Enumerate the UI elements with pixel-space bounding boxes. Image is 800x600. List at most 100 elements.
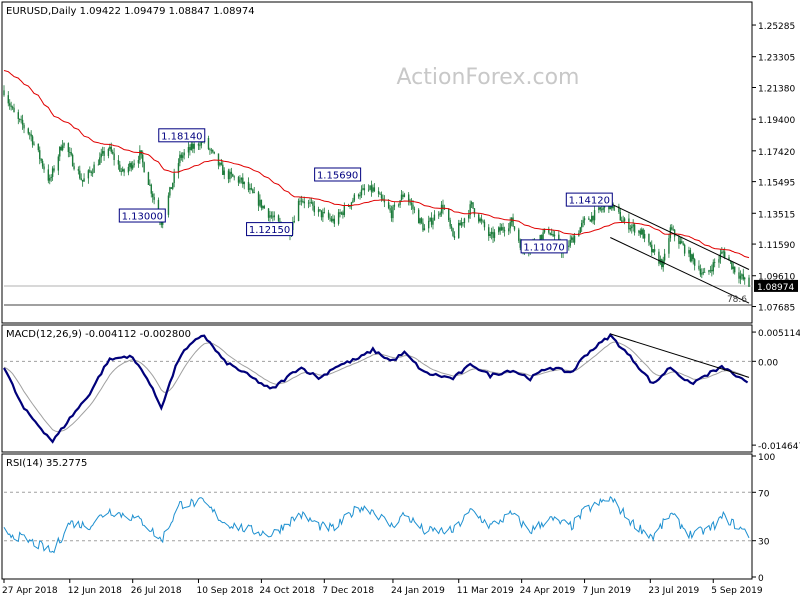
candle-body — [734, 266, 736, 273]
candle-body — [187, 147, 190, 153]
candle-body — [549, 232, 551, 235]
candle-body — [619, 211, 622, 221]
candle-body — [209, 149, 211, 150]
candle-body — [472, 202, 474, 209]
candle-body — [310, 202, 313, 203]
candle-body — [302, 201, 304, 202]
candle-body — [721, 251, 723, 254]
candle-body — [212, 149, 214, 152]
candle-body — [387, 202, 390, 209]
candle-body — [7, 95, 9, 104]
candle-body — [222, 164, 224, 175]
candle-body — [513, 226, 516, 230]
candle-body — [643, 233, 646, 239]
candle-body — [480, 218, 483, 221]
candle-body — [339, 212, 341, 214]
candle-body — [438, 214, 440, 216]
candle-body — [613, 205, 616, 207]
candle-body — [612, 205, 614, 209]
candle-body — [641, 229, 643, 235]
candle-body — [101, 151, 104, 154]
fib-level-label: 78.6 — [727, 295, 747, 305]
candle-body — [31, 136, 34, 145]
candle-body — [363, 188, 366, 191]
candle-body — [169, 187, 171, 196]
candle-body — [180, 154, 183, 158]
candle-body — [50, 176, 52, 179]
x-axis: 27 Apr 2018 12 Jun 2018 26 Jul 2018 10 Sep … — [2, 579, 763, 596]
candle-body — [601, 209, 603, 211]
candle-body — [347, 206, 350, 207]
candle-body — [731, 261, 733, 269]
candle-body — [722, 251, 724, 253]
macd-panel-frame — [1, 324, 753, 453]
candle-body — [320, 210, 323, 218]
candle-body — [420, 218, 423, 223]
candle-body — [259, 199, 261, 206]
candle-body — [317, 209, 320, 213]
candle-body — [709, 269, 712, 271]
candle-body — [210, 149, 213, 151]
candle-body — [100, 153, 102, 158]
candle-body — [739, 275, 742, 279]
candle-body — [240, 177, 243, 180]
candle-body — [450, 226, 453, 229]
candle-body — [570, 237, 573, 240]
candle-body — [518, 229, 520, 241]
candle-body — [27, 128, 30, 134]
macd-main-line — [3, 332, 749, 444]
candle-body — [462, 222, 464, 224]
candle-body — [663, 253, 666, 261]
annotation-box — [520, 239, 568, 254]
candle-body — [558, 234, 560, 242]
candle-body — [207, 138, 210, 150]
x-tick-label: 10 Sep 2018 — [196, 586, 253, 596]
x-tick-label: 27 Apr 2018 — [2, 586, 58, 596]
candle-body — [582, 220, 584, 224]
candle-body — [602, 207, 604, 210]
candle-body — [593, 210, 596, 221]
candle-body — [121, 169, 124, 172]
rsi-y-axis: 100 70 30 0 — [752, 453, 775, 584]
candle-body — [81, 179, 84, 182]
candle-body — [99, 157, 101, 165]
candle-body — [458, 222, 460, 239]
candle-body — [413, 208, 416, 210]
candle-body — [591, 215, 593, 222]
candle-body — [91, 172, 94, 174]
candle-body — [142, 154, 144, 163]
candle-body — [503, 229, 506, 232]
candle-body — [167, 195, 170, 215]
candle-body — [492, 231, 494, 238]
candle-body — [648, 233, 650, 243]
candle-body — [638, 230, 640, 233]
candle-body — [548, 228, 550, 233]
macd-tick-label: 0.005114 — [758, 329, 800, 339]
candle-body — [350, 202, 353, 207]
candle-body — [519, 240, 521, 248]
candle-body — [219, 162, 221, 166]
candle-body — [143, 162, 145, 173]
candle-body — [327, 212, 330, 218]
candle-body — [639, 230, 642, 235]
candle-body — [442, 204, 444, 209]
candle-body — [297, 200, 300, 222]
candle-body — [459, 222, 461, 226]
candle-body — [337, 212, 340, 224]
candle-body — [149, 184, 151, 186]
candle-body — [483, 221, 486, 228]
candle-body — [490, 231, 493, 235]
candle-body — [572, 237, 574, 243]
candle-body — [93, 164, 95, 173]
rsi-panel-title: RSI(14) 35.2775 — [6, 458, 87, 469]
candle-body — [688, 250, 690, 254]
candle-body — [432, 220, 434, 225]
candle-body — [417, 209, 420, 224]
candle-body — [272, 216, 274, 218]
candle-body — [232, 174, 234, 177]
annotation-label: 1.15690 — [317, 170, 358, 181]
candle-body — [330, 218, 333, 222]
candle-body — [718, 259, 720, 263]
candle-body — [542, 232, 544, 240]
current-price-label: 1.08974 — [757, 283, 794, 293]
